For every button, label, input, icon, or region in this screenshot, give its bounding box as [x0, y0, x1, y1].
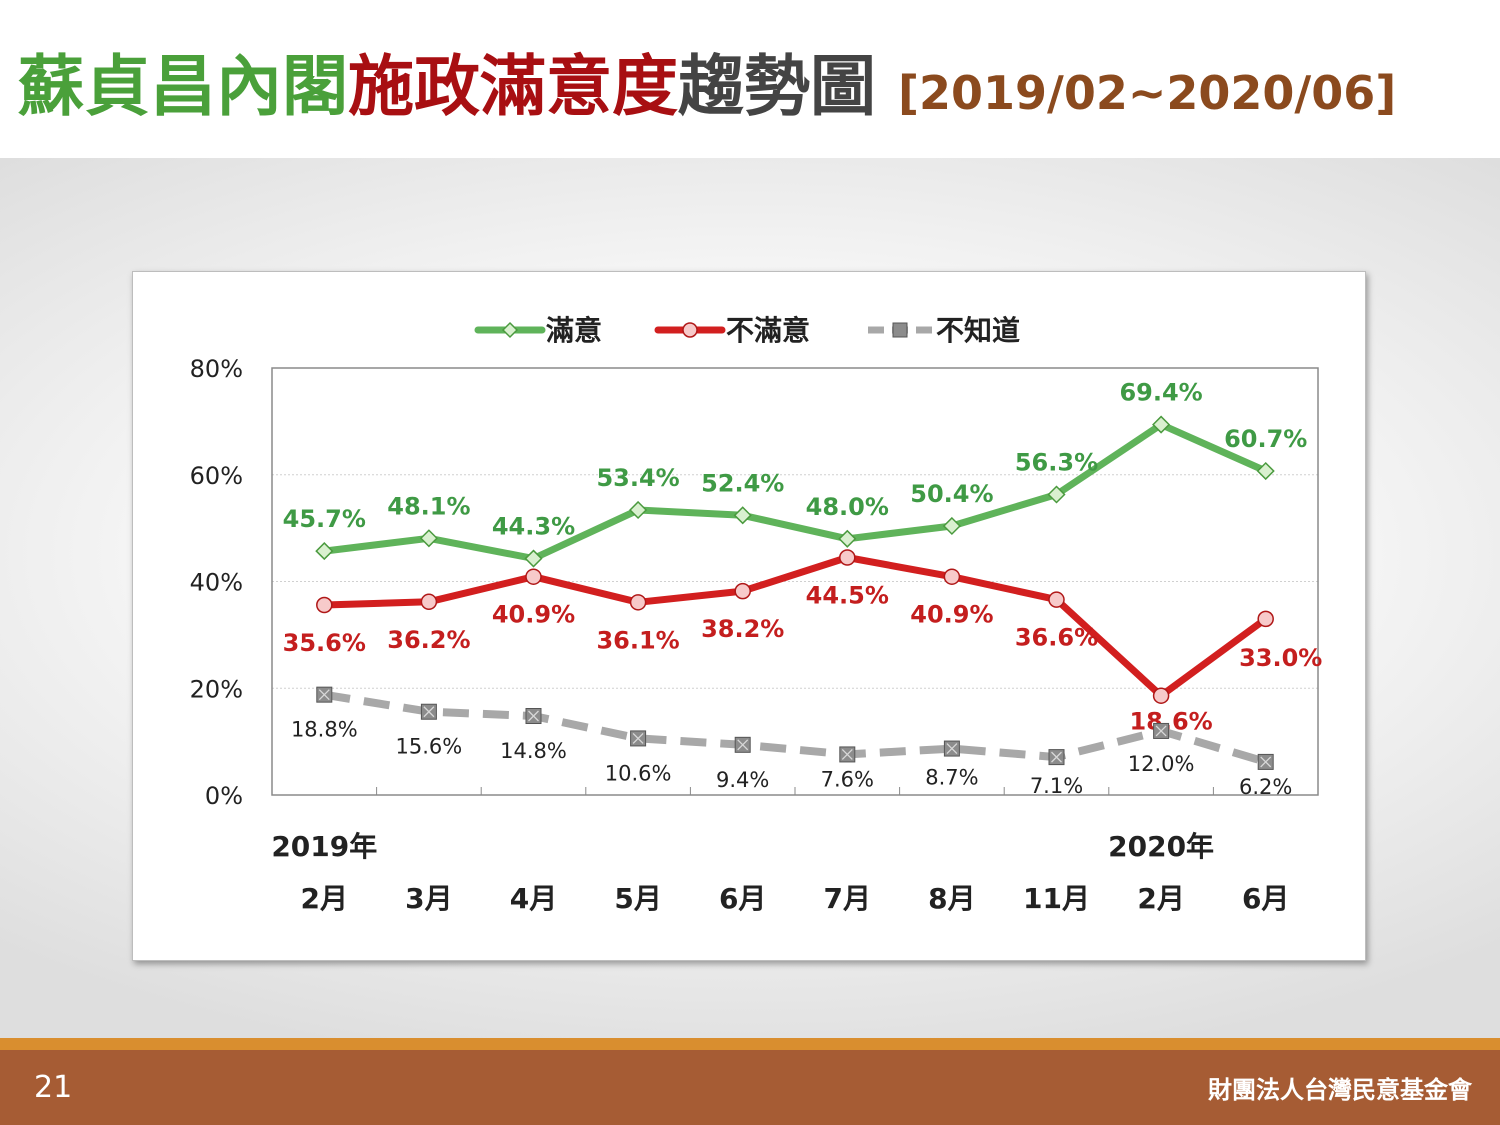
x-tick-label: 11月: [1023, 882, 1090, 915]
data-point-satisfied: [733, 506, 752, 525]
data-label-unknown: 15.6%: [396, 735, 463, 759]
data-point-dissatisfied: [734, 582, 751, 600]
data-label-dissatisfied: 40.9%: [910, 601, 993, 629]
legend-marker-dissatisfied: [682, 322, 698, 338]
data-point-satisfied: [1256, 461, 1275, 481]
data-label-dissatisfied: 36.2%: [387, 626, 470, 654]
data-label-unknown: 9.4%: [716, 768, 769, 792]
data-point-dissatisfied: [525, 568, 542, 585]
data-point-unknown-cross: [1155, 725, 1167, 737]
data-point-unknown-cross: [318, 689, 330, 701]
data-point-unknown-cross: [528, 710, 539, 722]
data-label-satisfied: 60.7%: [1224, 425, 1307, 453]
data-point-unknown-cross: [841, 748, 853, 760]
x-tick-label: 8月: [928, 882, 975, 915]
data-point-unknown-cross: [1260, 756, 1272, 768]
title-part-cabinet: 蘇貞昌內閣: [18, 48, 348, 125]
data-label-dissatisfied: 38.2%: [701, 615, 784, 643]
data-label-satisfied: 44.3%: [492, 513, 575, 541]
data-label-dissatisfied: 44.5%: [806, 581, 889, 609]
data-label-unknown: 10.6%: [605, 761, 672, 785]
data-point-dissatisfied: [1257, 610, 1274, 628]
data-label-dissatisfied: 33.0%: [1239, 644, 1322, 672]
data-point-dissatisfied: [420, 593, 438, 611]
data-point-satisfied: [1047, 485, 1066, 504]
x-tick-label: 3月: [405, 882, 452, 915]
data-label-satisfied: 48.0%: [806, 493, 889, 521]
data-label-dissatisfied: 40.9%: [492, 601, 575, 629]
title-part-date-range: [2019/02~2020/06]: [898, 66, 1397, 120]
x-tick-label: 2月: [301, 882, 348, 915]
data-point-dissatisfied: [316, 596, 333, 614]
title-part-trend: 趨勢圖: [678, 48, 876, 125]
legend-label: 不知道: [936, 314, 1020, 347]
data-label-satisfied: 52.4%: [701, 469, 784, 497]
y-tick-label: 20%: [190, 675, 243, 703]
data-point-unknown-cross: [946, 743, 958, 755]
data-point-satisfied: [1152, 415, 1171, 434]
line-chart: 0% 20% 40% 60% 80% 2月 3月 4月 5月 6月 7月 8月 11月 2月 6月 2019年…: [190, 314, 1323, 915]
legend-label: 不滿意: [726, 314, 810, 347]
data-point-satisfied: [942, 516, 961, 536]
data-point-unknown-cross: [423, 706, 435, 718]
data-point-dissatisfied: [839, 549, 856, 566]
data-label-satisfied: 48.1%: [387, 492, 470, 520]
data-point-unknown-cross: [632, 732, 644, 744]
data-label-satisfied: 69.4%: [1119, 379, 1202, 407]
data-label-satisfied: 45.7%: [283, 505, 366, 533]
year-label: 2019年: [271, 830, 377, 863]
x-tick-label: 4月: [510, 882, 557, 915]
data-label-unknown: 14.8%: [500, 739, 567, 763]
data-label-unknown: 6.2%: [1239, 775, 1292, 799]
data-point-satisfied: [629, 500, 648, 520]
data-label-satisfied: 50.4%: [910, 480, 993, 508]
y-tick-label: 60%: [190, 462, 243, 490]
title-part-satisfaction: 施政滿意度: [348, 48, 678, 125]
data-label-dissatisfied: 35.6%: [283, 629, 366, 657]
series-line-2: [323, 690, 1267, 766]
data-point-dissatisfied: [1152, 687, 1170, 704]
x-tick-label: 6月: [719, 882, 766, 915]
legend-marker-satisfied: [501, 321, 519, 339]
footer-stripe: [0, 1038, 1500, 1050]
data-label-dissatisfied: 36.1%: [596, 626, 679, 654]
legend-label: 滿意: [546, 314, 602, 347]
data-point-dissatisfied: [943, 568, 961, 585]
series-line-1: [320, 554, 1270, 700]
x-tick-label: 2月: [1137, 882, 1184, 915]
y-tick-label: 40%: [190, 569, 243, 597]
data-point-satisfied: [524, 549, 543, 568]
data-label-dissatisfied: 36.6%: [1015, 624, 1098, 652]
data-point-satisfied: [315, 542, 334, 561]
data-point-dissatisfied: [629, 594, 647, 611]
data-label-unknown: 8.7%: [925, 766, 978, 790]
data-label-unknown: 18.8%: [291, 718, 358, 742]
data-label-unknown: 12.0%: [1128, 752, 1195, 776]
y-tick-label: 80%: [190, 355, 243, 383]
title-bar: 蘇貞昌內閣施政滿意度趨勢圖 [2019/02~2020/06]: [0, 0, 1500, 158]
page-number: 21: [34, 1070, 73, 1105]
data-point-unknown-cross: [1051, 751, 1062, 763]
data-label-unknown: 7.1%: [1030, 774, 1083, 798]
slide-title: 蘇貞昌內閣施政滿意度趨勢圖 [2019/02~2020/06]: [18, 42, 1396, 138]
data-point-satisfied: [838, 529, 857, 548]
data-label-satisfied: 53.4%: [596, 464, 679, 492]
series-line-0: [320, 421, 1270, 562]
chart-frame: 0% 20% 40% 60% 80% 2月 3月 4月 5月 6月 7月 8月 11月 2月 6月 2019年…: [132, 271, 1366, 961]
data-point-satisfied: [419, 529, 438, 548]
y-tick-label: 0%: [205, 782, 243, 810]
data-label-unknown: 7.6%: [821, 767, 874, 791]
x-tick-label: 5月: [614, 882, 661, 915]
organization-name: 財團法人台灣民意基金會: [1208, 1076, 1472, 1104]
footer-bar: [0, 1050, 1500, 1125]
year-label: 2020年: [1108, 830, 1214, 863]
x-tick-label: 6月: [1242, 882, 1289, 915]
data-point-dissatisfied: [1048, 591, 1065, 608]
x-tick-label: 7月: [824, 882, 871, 915]
legend-marker-unknown: [892, 322, 908, 338]
data-label-satisfied: 56.3%: [1015, 448, 1098, 476]
data-point-unknown-cross: [737, 739, 749, 751]
